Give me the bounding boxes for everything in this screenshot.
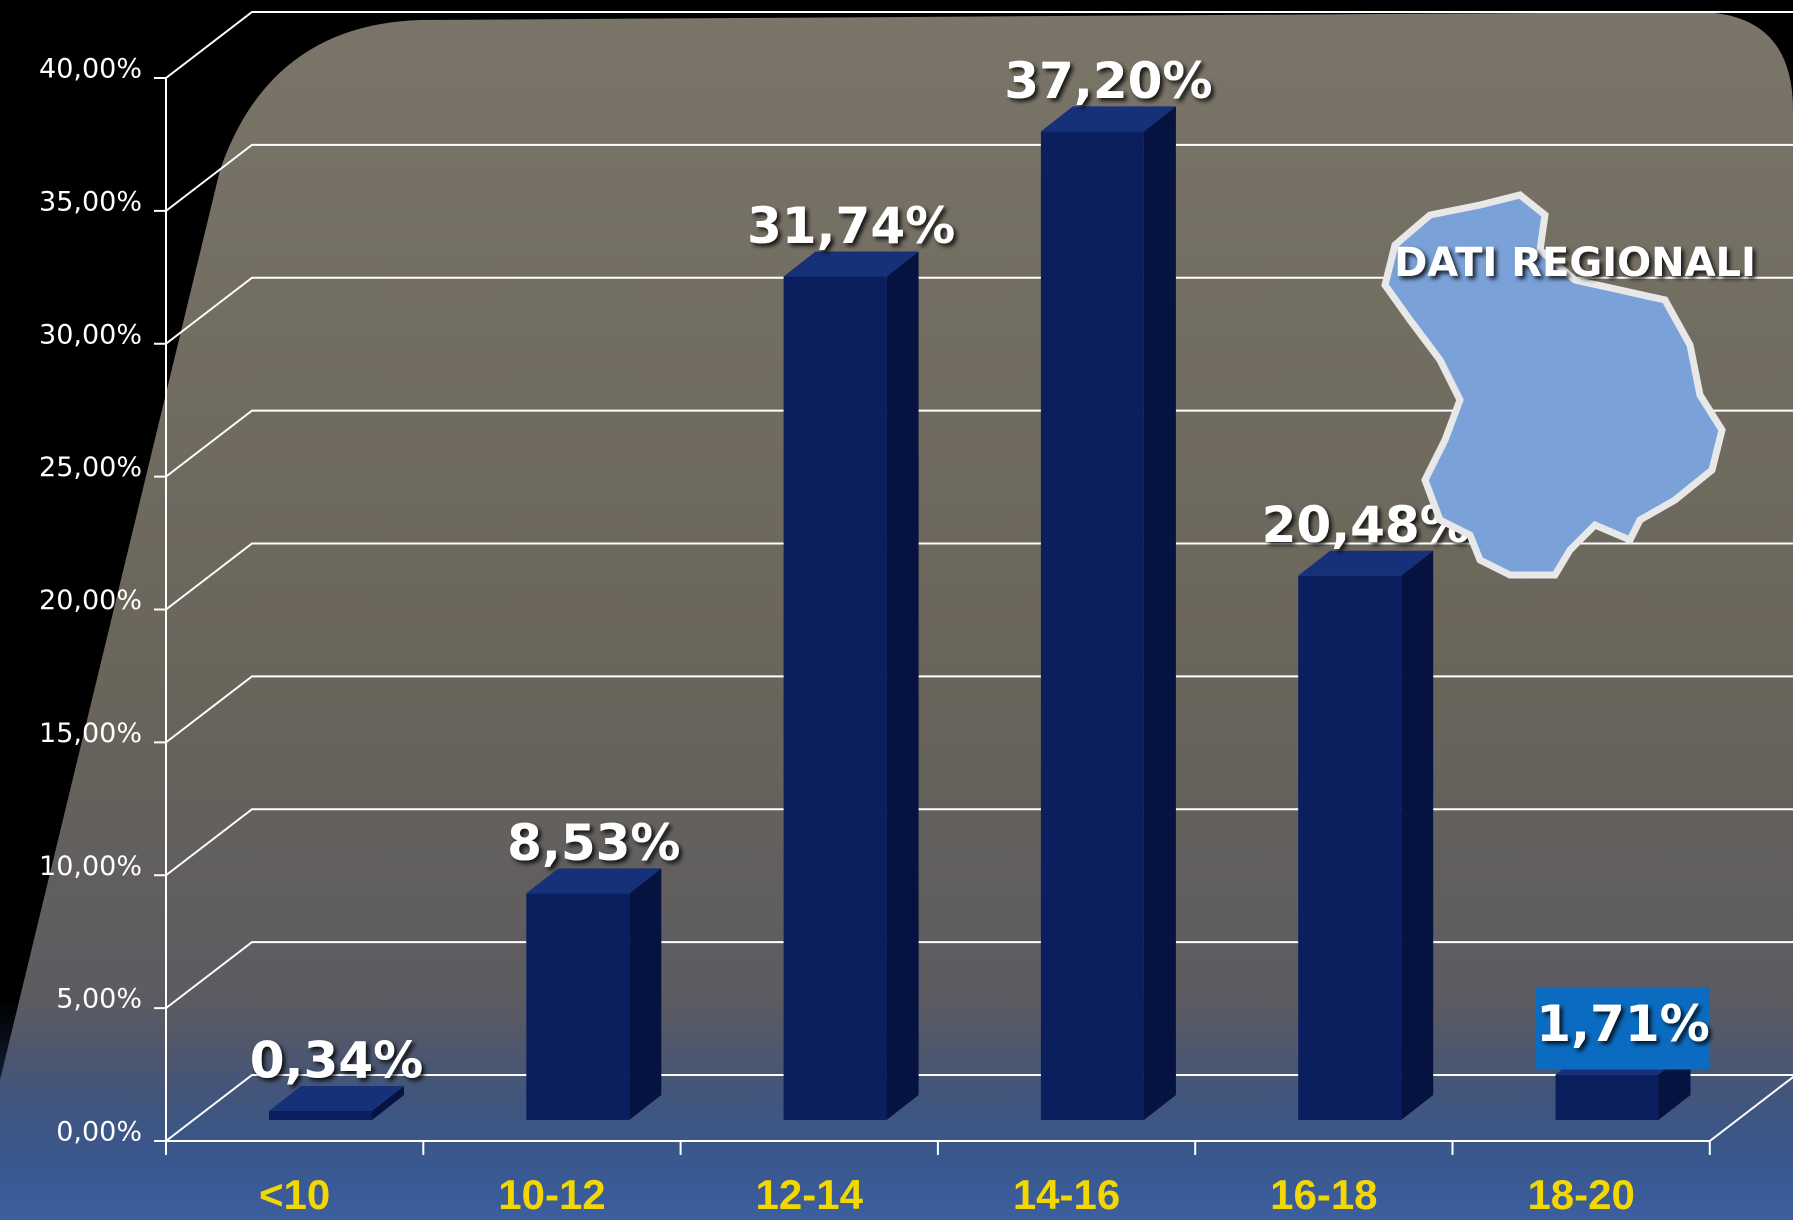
y-tick-label: 40,00%	[39, 54, 142, 85]
x-tick-label: 14-16	[1013, 1171, 1120, 1218]
bar-top	[1298, 550, 1434, 576]
bar-side	[372, 1085, 404, 1120]
value-label-box	[1536, 987, 1710, 1070]
x-tick-label: 10-12	[498, 1171, 605, 1218]
bar-side	[1401, 550, 1434, 1120]
bar-top	[783, 251, 919, 277]
grid-line	[165, 675, 1793, 744]
bar	[526, 868, 662, 1120]
grid-line	[165, 409, 1793, 478]
grid-line	[165, 808, 1793, 877]
grid-line	[165, 276, 1793, 345]
grid-line	[165, 1074, 1793, 1142]
bar-top	[526, 868, 662, 894]
y-tick-label: 15,00%	[39, 718, 142, 749]
annotation: DATI REGIONALI	[1394, 240, 1756, 286]
bar-side	[886, 251, 919, 1120]
value-label: 0,34%	[250, 1031, 423, 1089]
value-label: 8,53%	[507, 814, 680, 872]
bar-top	[1040, 106, 1176, 132]
bar	[1298, 550, 1434, 1120]
y-tick-label: 0,00%	[56, 1117, 142, 1148]
region-map	[1381, 191, 1726, 579]
value-label: 37,20%	[1004, 52, 1212, 110]
bar-front	[1298, 575, 1402, 1120]
grid-line	[165, 11, 1793, 79]
y-tick-label: 20,00%	[39, 585, 142, 616]
bar-side	[629, 868, 662, 1120]
value-label: 31,74%	[747, 197, 955, 255]
bar-front	[269, 1110, 372, 1120]
bar-front	[1040, 131, 1144, 1120]
x-tick-label: 16-18	[1270, 1171, 1377, 1218]
bar	[783, 251, 919, 1120]
bar-front	[1555, 1074, 1659, 1120]
y-tick-label: 5,00%	[56, 984, 142, 1015]
y-tick-label: 25,00%	[39, 452, 142, 483]
grid-line	[165, 542, 1793, 611]
grid-line	[165, 143, 1793, 212]
bar	[1040, 106, 1176, 1120]
x-tick-label: <10	[259, 1171, 330, 1218]
bar-front	[526, 893, 630, 1120]
value-label: 1,71%	[1536, 995, 1709, 1053]
y-tick-label: 35,00%	[39, 186, 142, 217]
y-tick-label: 30,00%	[39, 319, 142, 350]
bar	[269, 1085, 404, 1120]
grid-line	[165, 941, 1793, 1009]
x-tick-label: 18-20	[1527, 1171, 1634, 1218]
bar-front	[783, 276, 887, 1120]
y-tick-label: 10,00%	[39, 851, 142, 882]
bar-top	[269, 1085, 404, 1111]
x-tick-label: 12-14	[756, 1171, 864, 1218]
bar-side	[1143, 106, 1176, 1120]
